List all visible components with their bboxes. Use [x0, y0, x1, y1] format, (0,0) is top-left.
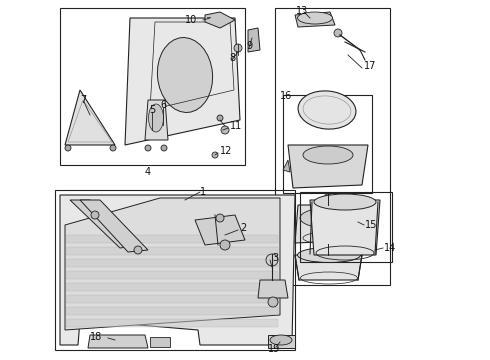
Text: 14: 14	[384, 243, 396, 253]
Text: 11: 11	[230, 121, 242, 131]
Ellipse shape	[297, 248, 361, 262]
Polygon shape	[195, 215, 245, 245]
Text: 10: 10	[185, 15, 197, 25]
Text: 13: 13	[296, 6, 308, 16]
Polygon shape	[310, 200, 380, 255]
Circle shape	[65, 145, 71, 151]
Polygon shape	[268, 335, 295, 348]
Circle shape	[234, 44, 242, 52]
Polygon shape	[66, 235, 278, 243]
Polygon shape	[248, 28, 260, 52]
Text: 9: 9	[246, 41, 252, 51]
Text: 3: 3	[272, 253, 278, 263]
Text: 7: 7	[80, 95, 86, 105]
Bar	[60, 8, 245, 165]
Polygon shape	[295, 12, 335, 27]
Polygon shape	[66, 259, 278, 267]
Polygon shape	[283, 160, 290, 172]
Polygon shape	[66, 283, 278, 291]
Circle shape	[91, 211, 99, 219]
Polygon shape	[205, 12, 235, 28]
Ellipse shape	[298, 91, 356, 129]
Text: 2: 2	[240, 223, 246, 233]
Polygon shape	[88, 335, 148, 348]
Text: 6: 6	[160, 100, 166, 110]
Circle shape	[110, 145, 116, 151]
Polygon shape	[66, 295, 278, 303]
Text: 17: 17	[364, 61, 376, 71]
Circle shape	[268, 297, 278, 307]
Circle shape	[334, 29, 342, 37]
Bar	[55, 190, 295, 350]
Circle shape	[324, 194, 332, 202]
Polygon shape	[66, 247, 278, 255]
Circle shape	[220, 240, 230, 250]
Circle shape	[134, 246, 142, 254]
Polygon shape	[70, 200, 140, 248]
Text: 4: 4	[145, 167, 151, 177]
Bar	[275, 8, 390, 285]
Polygon shape	[65, 198, 280, 330]
Text: 5: 5	[149, 105, 155, 115]
Ellipse shape	[270, 335, 292, 345]
Circle shape	[161, 145, 167, 151]
Polygon shape	[258, 280, 288, 298]
Polygon shape	[125, 18, 240, 145]
Text: 1: 1	[200, 187, 206, 197]
Text: 18: 18	[90, 332, 102, 342]
Circle shape	[217, 115, 223, 121]
Ellipse shape	[148, 104, 164, 132]
Circle shape	[145, 145, 151, 151]
Polygon shape	[150, 337, 170, 347]
Polygon shape	[66, 319, 278, 327]
Polygon shape	[145, 100, 168, 140]
Bar	[300, 192, 392, 262]
Polygon shape	[80, 200, 148, 252]
Circle shape	[266, 254, 278, 266]
Circle shape	[216, 214, 224, 222]
Ellipse shape	[314, 194, 376, 210]
Circle shape	[324, 244, 332, 252]
Circle shape	[221, 126, 229, 134]
Text: 16: 16	[280, 91, 292, 101]
Text: 19: 19	[268, 344, 280, 354]
Text: 12: 12	[220, 146, 232, 156]
Ellipse shape	[303, 146, 353, 164]
Polygon shape	[65, 90, 115, 145]
Ellipse shape	[297, 12, 333, 24]
Ellipse shape	[300, 208, 356, 228]
Text: 8: 8	[229, 53, 235, 63]
Polygon shape	[288, 145, 368, 188]
Text: 15: 15	[365, 220, 377, 230]
Polygon shape	[295, 205, 362, 243]
Polygon shape	[66, 271, 278, 279]
Circle shape	[212, 152, 218, 158]
Polygon shape	[60, 195, 295, 345]
Ellipse shape	[157, 37, 213, 112]
Bar	[283, 95, 372, 193]
Polygon shape	[66, 307, 278, 315]
Polygon shape	[295, 255, 362, 280]
